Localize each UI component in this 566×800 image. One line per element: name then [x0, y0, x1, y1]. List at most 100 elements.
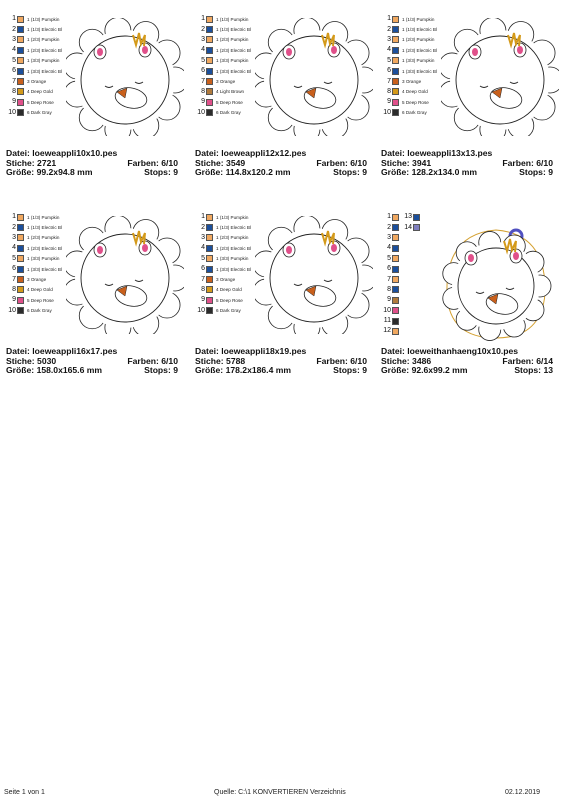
legend-number: 8 — [201, 87, 205, 95]
legend-thread-name: 1 (3/3) Electric Bl — [216, 68, 251, 74]
legend-thread-name: 5 Deep Rose — [402, 99, 429, 105]
legend-thread-name: 3 Orange — [216, 79, 236, 85]
legend-number: 7 — [201, 275, 205, 283]
stitches-line: Stiche: 5788 — [195, 355, 246, 366]
legend-row: 3 1 (2/3) Pumpkin — [195, 233, 275, 243]
stop-count: 9 — [548, 167, 553, 178]
legend-thread-name: 1 (3/3) Pumpkin — [216, 256, 249, 262]
legend-thread-name: 1 (1/3) Pumpkin — [216, 214, 249, 220]
size-line: Größe: 114.8x120.2 mm — [195, 167, 291, 178]
color-swatch — [392, 327, 399, 335]
legend-row: 5 1 (3/3) Pumpkin — [195, 56, 275, 66]
legend-number: 1 — [12, 15, 16, 23]
legend-thread-name: 1 (3/3) Electric Bl — [27, 68, 62, 74]
color-swatch — [17, 307, 24, 315]
legend-thread-name: 1 (3/3) Electric Bl — [27, 266, 62, 272]
stitch-count: 2721 — [37, 157, 57, 168]
file-name: loeweappli10x10.pes — [32, 148, 118, 158]
legend-thread-name: 1 (1/3) Pumpkin — [27, 16, 60, 22]
design-preview — [63, 17, 189, 143]
legend-thread-name: 3 Orange — [216, 277, 236, 283]
color-swatch — [206, 67, 213, 75]
colors-line: Farben: 6/10 — [127, 355, 178, 366]
thread-color-legend: 1 1 (1/3) Pumpkin 2 1 (1/3) Electric Bl 3 1 (… — [6, 14, 86, 118]
legend-row: 2 1 (1/3) Electric Bl — [381, 24, 461, 34]
design-info: Datei: loeweappli10x10.pes Stiche: 2721 … — [6, 148, 178, 178]
legend-number: 8 — [12, 285, 16, 293]
legend-number: 5 — [387, 56, 391, 64]
legend-number: 10 — [8, 108, 16, 116]
legend-number: 6 — [387, 265, 391, 273]
color-swatch — [206, 78, 213, 86]
legend-number: 2 — [201, 223, 205, 231]
legend-row: 4 1 (2/3) Electric Bl — [195, 45, 275, 55]
stops-line: Stops: 9 — [519, 167, 553, 178]
design-card: 1 13 2 14 3 4 5 6 7 8 9 10 11 12 Datei: loeweithanhae… — [381, 212, 557, 402]
color-swatch — [206, 224, 213, 232]
legend-number: 10 — [8, 306, 16, 314]
legend-thread-name: 1 (3/3) Electric Bl — [216, 266, 251, 272]
color-count: 6/10 — [536, 157, 553, 168]
color-swatch — [17, 244, 24, 252]
legend-number: 6 — [387, 67, 391, 75]
legend-thread-name: 3 Orange — [402, 79, 422, 85]
legend-number: 2 — [387, 25, 391, 33]
legend-row: 9 — [381, 295, 441, 305]
legend-row: 6 1 (3/3) Electric Bl — [381, 66, 461, 76]
legend-number: 2 — [12, 223, 16, 231]
legend-row: 10 6 Dark Gray — [195, 306, 275, 316]
file-line: Datei: loeweappli16x17.pes — [6, 346, 118, 356]
stitches-line: Stiche: 3941 — [381, 157, 432, 168]
stitches-line: Stiche: 3486 — [381, 355, 432, 366]
color-swatch — [17, 276, 24, 284]
size-line: Größe: 178.2x186.4 mm — [195, 365, 292, 376]
legend-number: 10 — [383, 108, 391, 116]
legend-thread-name: 3 Orange — [27, 277, 47, 283]
legend-row: 9 5 Deep Rose — [381, 97, 461, 107]
color-swatch — [392, 98, 399, 106]
legend-number: 4 — [387, 244, 391, 252]
thread-color-legend: 1 1 (1/3) Pumpkin 2 1 (1/3) Electric Bl 3 1 (… — [381, 14, 461, 118]
legend-row: 6 — [381, 264, 441, 274]
legend-thread-name: 1 (2/3) Pumpkin — [216, 37, 249, 43]
legend-number: 9 — [387, 296, 391, 304]
color-swatch — [17, 36, 24, 44]
color-swatch — [17, 234, 24, 242]
legend-number: 6 — [201, 265, 205, 273]
color-swatch — [206, 36, 213, 44]
legend-number: 1 — [12, 213, 16, 221]
color-swatch — [392, 46, 399, 54]
color-swatch — [392, 286, 399, 294]
legend-thread-name: 5 Deep Rose — [27, 99, 54, 105]
legend-row: 7 3 Orange — [6, 274, 86, 284]
legend-row: 7 3 Orange — [195, 274, 275, 284]
footer-page: Seite 1 von 1 — [4, 789, 45, 796]
legend-thread-name: 1 (1/3) Pumpkin — [216, 16, 249, 22]
thread-color-legend: 1 13 2 14 3 4 5 6 7 8 9 10 11 12 — [381, 212, 441, 337]
legend-row: 6 1 (3/3) Electric Bl — [6, 66, 86, 76]
legend-row: 2 1 (1/3) Electric Bl — [6, 24, 86, 34]
legend-number: 2 — [12, 25, 16, 33]
legend-number: 3 — [201, 233, 205, 241]
color-swatch — [17, 67, 24, 75]
legend-row: 3 — [381, 233, 441, 243]
legend-number: 7 — [387, 275, 391, 283]
legend-row: 4 1 (2/3) Electric Bl — [6, 45, 86, 55]
color-swatch — [206, 88, 213, 96]
legend-number: 1 — [387, 15, 391, 23]
legend-thread-name: 6 Dark Gray — [402, 110, 427, 116]
legend-thread-name: 3 Orange — [27, 79, 47, 85]
legend-number: 4 — [12, 244, 16, 252]
legend-row: 1 1 (1/3) Pumpkin — [6, 14, 86, 24]
legend-thread-name: 5 Deep Rose — [216, 99, 243, 105]
color-swatch — [392, 213, 399, 221]
color-swatch — [392, 317, 399, 325]
legend-number: 2 — [387, 223, 391, 231]
design-info: Datei: loeweappli12x12.pes Stiche: 3549 … — [195, 148, 367, 178]
legend-row: 2 1 (1/3) Electric Bl — [195, 222, 275, 232]
legend-row: 8 4 Deep Gold — [195, 285, 275, 295]
thread-color-legend: 1 1 (1/3) Pumpkin 2 1 (1/3) Electric Bl 3 1 (… — [6, 212, 86, 316]
legend-row: 9 5 Deep Rose — [195, 97, 275, 107]
legend-row: 4 1 (2/3) Electric Bl — [381, 45, 461, 55]
legend-row: 5 1 (3/3) Pumpkin — [6, 254, 86, 264]
